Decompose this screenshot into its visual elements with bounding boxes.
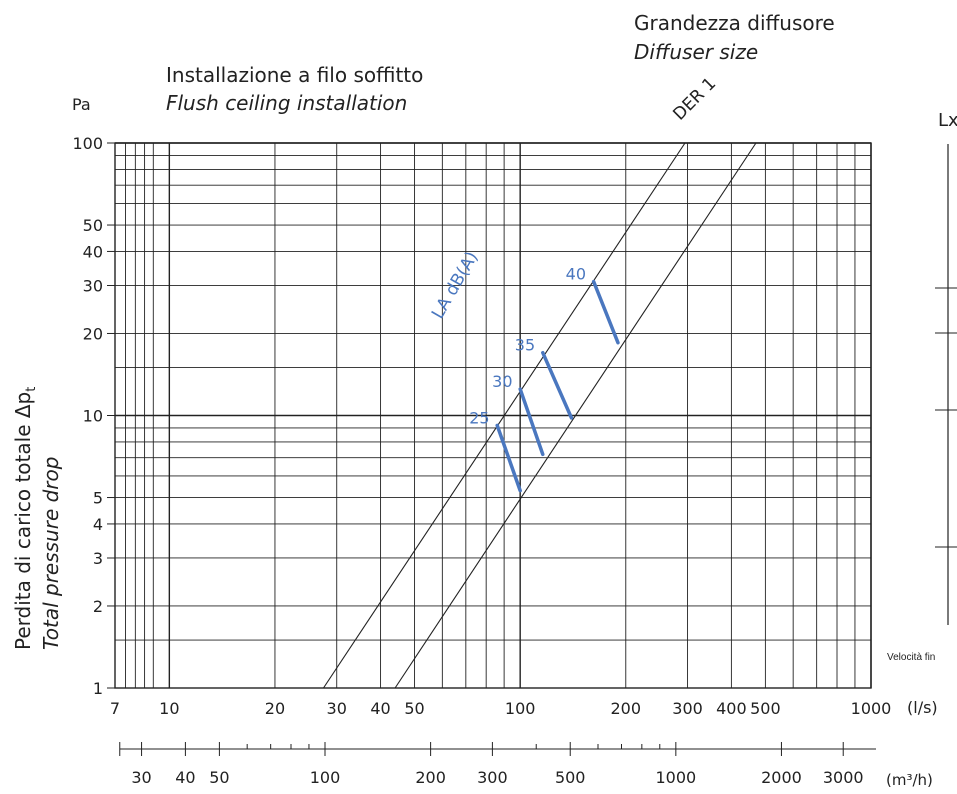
noise-line-label-35: 35 [515, 336, 535, 355]
y-tick-label: 2 [93, 597, 103, 616]
title-it: Installazione a filo soffitto [166, 63, 423, 87]
noise-line-label-30: 30 [492, 372, 512, 391]
x-tick-label-m3h: 2000 [761, 768, 802, 787]
series-line-2 [394, 142, 757, 689]
x-tick-label-m3h: 500 [555, 768, 586, 787]
size-label-it: Grandezza diffusore [634, 11, 835, 35]
x-tick-label-ls: 30 [327, 699, 347, 718]
title-en: Flush ceiling installation [166, 91, 407, 115]
size-label-en: Diffuser size [634, 40, 758, 64]
noise-line-40 [591, 279, 620, 345]
y-tick-label: 10 [83, 407, 103, 426]
ylabel-en: Total pressure drop [39, 457, 63, 650]
ylabel-it: Perdita di carico totale Δpt [11, 387, 39, 650]
x-tick-label-m3h: 100 [310, 768, 341, 787]
x-unit-ls: (l/s) [907, 698, 938, 717]
x-tick-label-ls: 7 [110, 699, 120, 718]
series-label-der1: DER 1 [669, 74, 720, 125]
noise-line-35 [541, 350, 574, 420]
x-tick-label-ls: 300 [672, 699, 703, 718]
y-tick-label: 30 [83, 276, 103, 295]
side-panel-label: Lx [938, 110, 957, 131]
x-tick-label-m3h: 3000 [823, 768, 864, 787]
x-tick-label-ls: 100 [505, 699, 536, 718]
y-tick-label: 1 [93, 679, 103, 698]
noise-line-25 [495, 423, 522, 493]
noise-line-30 [518, 387, 545, 457]
x-tick-label-m3h: 30 [131, 768, 151, 787]
x-tick-label-m3h: 40 [175, 768, 195, 787]
x-unit-m3h: (m³/h) [886, 771, 933, 789]
x-tick-label-ls: 50 [404, 699, 424, 718]
y-tick-label: 3 [93, 549, 103, 568]
y-tick-label: 100 [72, 134, 103, 153]
y-tick-label: 5 [93, 489, 103, 508]
y-tick-label: 40 [83, 242, 103, 261]
x-tick-label-ls: 1000 [851, 699, 892, 718]
series-line-1 [323, 142, 686, 689]
side-panel-caption: Velocità fin [887, 652, 935, 663]
x-tick-label-ls: 40 [370, 699, 390, 718]
ylabel-en-group: Total pressure drop [39, 457, 63, 650]
y-tick-label: 20 [83, 324, 103, 343]
y-tick-label: 4 [93, 515, 103, 534]
x-tick-label-ls: 200 [611, 699, 642, 718]
x-tick-label-m3h: 1000 [655, 768, 696, 787]
ylabel-it-group: Perdita di carico totale Δpt [11, 387, 39, 650]
series-group [323, 142, 757, 689]
y-tick-label: 50 [83, 216, 103, 235]
x-tick-label-ls: 20 [265, 699, 285, 718]
series-label-der1-group: DER 1 [669, 74, 720, 125]
x-tick-label-m3h: 50 [209, 768, 229, 787]
x-tick-label-ls: 400 [716, 699, 747, 718]
side-panel: Lx Velocità fin [887, 110, 957, 663]
x-tick-label-ls: 10 [159, 699, 179, 718]
noise-line-label-40: 40 [566, 265, 586, 284]
tick-labels: 1 2 3 4 5 10 20 30 40 50 100 7 10 20 30 40 50 100 200 300 40… [72, 134, 891, 718]
noise-line-label-25: 25 [469, 408, 489, 427]
m3h-axis: 30 40 50 100 200 300 500 1000 2000 3000 [119, 742, 876, 787]
x-tick-label-m3h: 200 [415, 768, 446, 787]
y-unit: Pa [72, 95, 91, 114]
x-tick-label-m3h: 300 [477, 768, 508, 787]
grid [114, 142, 872, 689]
x-tick-label-ls: 500 [750, 699, 781, 718]
